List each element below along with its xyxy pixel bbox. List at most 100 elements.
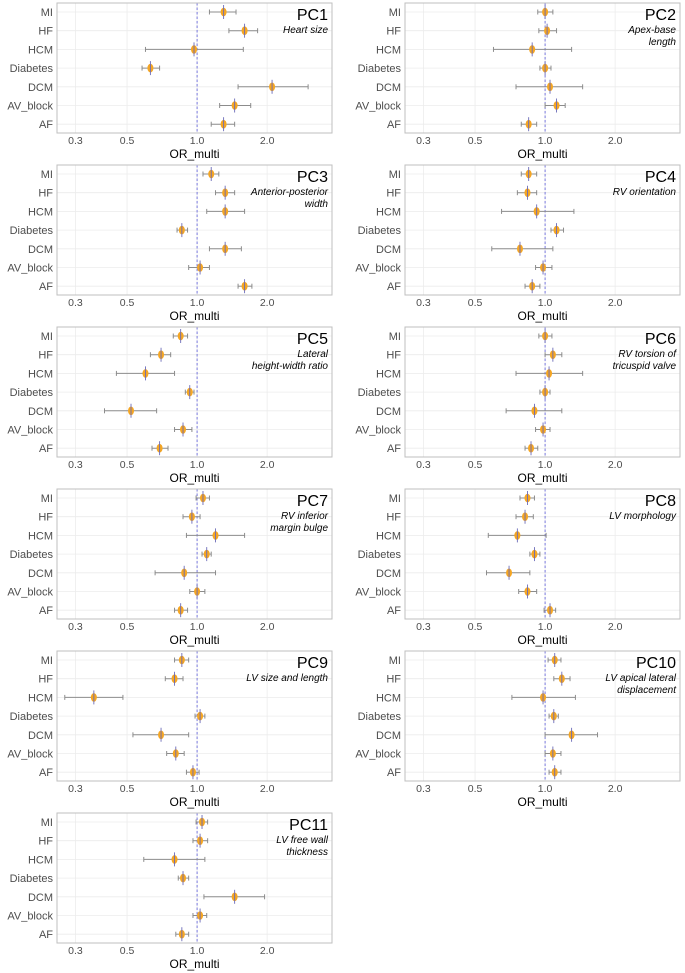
panel-title: PC11 xyxy=(289,817,328,834)
panel-title: PC8 xyxy=(645,493,676,510)
x-tick-label: 1.0 xyxy=(190,459,205,471)
y-tick-label: DCM xyxy=(376,82,401,94)
x-tick-label: 0.3 xyxy=(416,297,431,309)
x-tick-label: 1.0 xyxy=(190,135,205,147)
panel-frame xyxy=(56,812,333,944)
panel-pc1: MI HF HCM Diabetes DCM AV_block AF 0.3 0.5 1.0 2.0… xyxy=(7,2,333,161)
x-tick-label: 0.3 xyxy=(68,783,83,795)
panel-pc9: MI HF HCM Diabetes DCM AV_block AF 0.3 0.5 1.0 2.0… xyxy=(7,650,333,809)
x-tick-label: 0.5 xyxy=(120,135,135,147)
y-tick-label: HCM xyxy=(28,206,53,218)
y-tick-label: DCM xyxy=(28,82,53,94)
y-tick-label: AV_block xyxy=(7,263,53,275)
x-axis-label: OR_multi xyxy=(517,795,567,809)
panel-pc6: MI HF HCM Diabetes DCM AV_block AF 0.3 0.5 1.0 2.0… xyxy=(355,326,681,485)
panel-subtitle: length xyxy=(649,37,677,48)
y-tick-label: MI xyxy=(389,169,401,181)
y-tick-label: AV_block xyxy=(355,101,401,113)
x-tick-label: 1.0 xyxy=(190,297,205,309)
y-tick-label: MI xyxy=(389,655,401,667)
panel-pc2: MI HF HCM Diabetes DCM AV_block AF 0.3 0.5 1.0 2.0… xyxy=(355,2,681,161)
y-tick-label: Diabetes xyxy=(10,225,54,237)
y-tick-label: AF xyxy=(39,119,53,131)
y-tick-label: HCM xyxy=(376,206,401,218)
panel-subtitle: RV torsion of xyxy=(618,349,677,360)
panel-title: PC9 xyxy=(297,655,328,672)
x-tick-label: 0.5 xyxy=(468,459,483,471)
panel-title: PC5 xyxy=(297,331,328,348)
x-tick-label: 0.5 xyxy=(120,297,135,309)
y-tick-label: AF xyxy=(387,767,401,779)
panel-pc8: MI HF HCM Diabetes DCM AV_block AF 0.3 0.5 1.0 2.0… xyxy=(355,488,681,647)
y-tick-label: HF xyxy=(386,512,401,524)
panel-pc5: MI HF HCM Diabetes DCM AV_block AF 0.3 0.5 1.0 2.0… xyxy=(7,326,333,485)
panel-subtitle: Heart size xyxy=(283,25,328,36)
y-tick-label: HCM xyxy=(28,44,53,56)
panel-subtitle: Apex-base xyxy=(627,25,676,36)
y-tick-label: DCM xyxy=(376,568,401,580)
x-axis-label: OR_multi xyxy=(517,633,567,647)
x-tick-label: 1.0 xyxy=(538,135,553,147)
y-tick-label: DCM xyxy=(28,244,53,256)
y-tick-label: AF xyxy=(39,605,53,617)
y-tick-label: AV_block xyxy=(355,425,401,437)
y-tick-label: AV_block xyxy=(355,587,401,599)
panel-subtitle: LV apical lateral xyxy=(605,673,676,684)
y-tick-label: HCM xyxy=(28,692,53,704)
panel-frame xyxy=(56,2,333,134)
y-tick-label: HCM xyxy=(28,368,53,380)
y-tick-label: HF xyxy=(38,512,53,524)
x-tick-label: 0.5 xyxy=(120,945,135,957)
y-tick-label: DCM xyxy=(28,730,53,742)
y-tick-label: AV_block xyxy=(7,587,53,599)
y-tick-label: AV_block xyxy=(7,101,53,113)
x-tick-label: 0.3 xyxy=(68,135,83,147)
panel-title: PC10 xyxy=(636,655,676,672)
y-tick-label: AF xyxy=(39,281,53,293)
panel-subtitle: RV orientation xyxy=(613,187,677,198)
y-tick-label: HCM xyxy=(376,368,401,380)
y-tick-label: MI xyxy=(41,7,53,19)
y-tick-label: HF xyxy=(38,836,53,848)
y-tick-label: DCM xyxy=(376,730,401,742)
panel-frame xyxy=(56,326,333,458)
panel-subtitle: margin bulge xyxy=(270,523,328,534)
y-tick-label: MI xyxy=(389,331,401,343)
y-tick-label: Diabetes xyxy=(10,387,54,399)
x-axis-label: OR_multi xyxy=(169,309,219,323)
panel-title: PC6 xyxy=(645,331,676,348)
y-tick-label: DCM xyxy=(376,244,401,256)
y-tick-label: MI xyxy=(41,493,53,505)
y-tick-label: AF xyxy=(387,281,401,293)
panel-pc10: MI HF HCM Diabetes DCM AV_block AF 0.3 0.5 1.0 2.0… xyxy=(355,650,681,809)
panel-frame xyxy=(404,488,681,620)
panel-subtitle: tricuspid valve xyxy=(613,361,677,372)
y-tick-label: AF xyxy=(387,443,401,455)
y-tick-label: Diabetes xyxy=(358,711,402,723)
y-tick-label: DCM xyxy=(28,568,53,580)
y-tick-label: Diabetes xyxy=(10,711,54,723)
y-tick-label: HF xyxy=(38,674,53,686)
y-tick-label: Diabetes xyxy=(10,63,54,75)
y-tick-label: AV_block xyxy=(7,911,53,923)
x-axis-label: OR_multi xyxy=(169,795,219,809)
x-tick-label: 2.0 xyxy=(260,297,275,309)
panel-title: PC7 xyxy=(297,493,328,510)
x-tick-label: 0.3 xyxy=(416,783,431,795)
panel-pc3: MI HF HCM Diabetes DCM AV_block AF 0.3 0.5 1.0 2.0… xyxy=(7,164,333,323)
x-tick-label: 0.3 xyxy=(416,459,431,471)
y-tick-label: Diabetes xyxy=(358,225,402,237)
x-axis-label: OR_multi xyxy=(169,471,219,485)
x-tick-label: 0.3 xyxy=(68,459,83,471)
panel-subtitle: thickness xyxy=(286,847,328,858)
x-tick-label: 0.3 xyxy=(68,621,83,633)
y-tick-label: AF xyxy=(39,767,53,779)
x-tick-label: 0.5 xyxy=(468,783,483,795)
panel-frame xyxy=(404,164,681,296)
y-tick-label: AF xyxy=(387,605,401,617)
y-tick-label: DCM xyxy=(28,406,53,418)
panel-subtitle: LV free wall xyxy=(276,835,328,846)
y-tick-label: AF xyxy=(39,443,53,455)
x-axis-label: OR_multi xyxy=(517,147,567,161)
